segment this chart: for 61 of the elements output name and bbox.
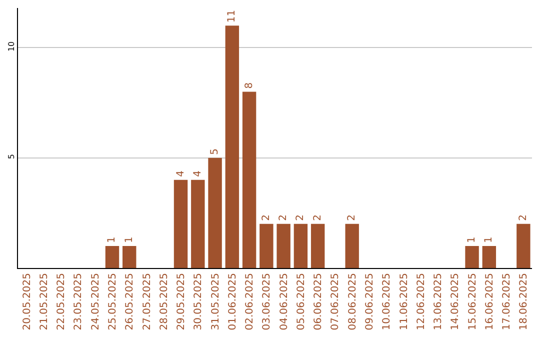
- data-label: 2: [278, 214, 290, 221]
- bar: [105, 246, 120, 268]
- x-tick-label: 11.06.2025: [398, 273, 410, 330]
- data-label: 2: [346, 214, 358, 221]
- bar: [242, 92, 256, 268]
- data-label: 11: [226, 10, 238, 23]
- data-label: 4: [175, 170, 186, 177]
- x-tick-label: 30.05.2025: [193, 273, 204, 330]
- data-label: 8: [244, 82, 255, 89]
- x-tick-label: 07.06.2025: [330, 273, 342, 330]
- bar: [191, 180, 205, 268]
- x-tick-label: 27.05.2025: [142, 273, 153, 330]
- x-tick-label: 04.06.2025: [278, 273, 290, 330]
- x-tick-label: 20.05.2025: [22, 273, 33, 330]
- x-tick-label: 09.06.2025: [364, 273, 376, 330]
- x-tick-label: 18.06.2025: [518, 273, 530, 330]
- x-tick-label: 17.06.2025: [502, 273, 513, 330]
- x-tick-label: 02.06.2025: [244, 273, 256, 330]
- data-label: 1: [124, 236, 135, 243]
- x-tick-label: 24.05.2025: [90, 273, 102, 330]
- x-tick-label: 22.05.2025: [56, 273, 68, 330]
- x-tick-label: 25.05.2025: [107, 273, 118, 330]
- x-tick-label: 06.06.2025: [313, 273, 324, 330]
- data-label: 5: [210, 148, 221, 155]
- x-tick-label: 16.06.2025: [484, 273, 496, 330]
- x-tick-label: 23.05.2025: [73, 273, 84, 330]
- x-tick-label: 14.06.2025: [450, 273, 462, 330]
- x-tick-label: 03.06.2025: [262, 273, 273, 330]
- data-label: 2: [312, 214, 324, 221]
- data-label: 2: [295, 214, 306, 221]
- x-tick-label: 10.06.2025: [382, 273, 393, 330]
- data-label: 4: [192, 170, 204, 177]
- bar: [276, 224, 290, 268]
- data-label: 1: [466, 236, 478, 243]
- bar: [310, 224, 325, 268]
- x-tick-label: 01.06.2025: [227, 273, 238, 330]
- x-tick-label: 21.05.2025: [38, 273, 50, 330]
- bar: [516, 224, 530, 268]
- bar: [260, 224, 274, 268]
- bar: [122, 246, 136, 268]
- x-tick-label: 15.06.2025: [467, 273, 478, 330]
- bar: [345, 224, 359, 268]
- x-tick-label: 05.06.2025: [296, 273, 307, 330]
- bar: [174, 180, 188, 268]
- bar: [225, 26, 240, 268]
- x-tick-label: 13.06.2025: [433, 273, 444, 330]
- x-tick-label: 08.06.2025: [347, 273, 358, 330]
- x-tick-label: 31.05.2025: [210, 273, 222, 330]
- data-label: 2: [518, 214, 529, 221]
- x-tick-label: 12.06.2025: [416, 273, 427, 330]
- x-tick-label: 28.05.2025: [158, 273, 170, 330]
- bar: [482, 246, 496, 268]
- data-label: 1: [106, 236, 118, 243]
- x-tick-label: 29.05.2025: [176, 273, 188, 330]
- data-label: 2: [260, 214, 272, 221]
- x-tick-label: 26.05.2025: [124, 273, 136, 330]
- bar: [465, 246, 479, 268]
- y-tick-label: 10: [6, 41, 16, 52]
- bar: [294, 224, 308, 268]
- bar: [208, 158, 222, 268]
- data-label: 1: [484, 236, 495, 243]
